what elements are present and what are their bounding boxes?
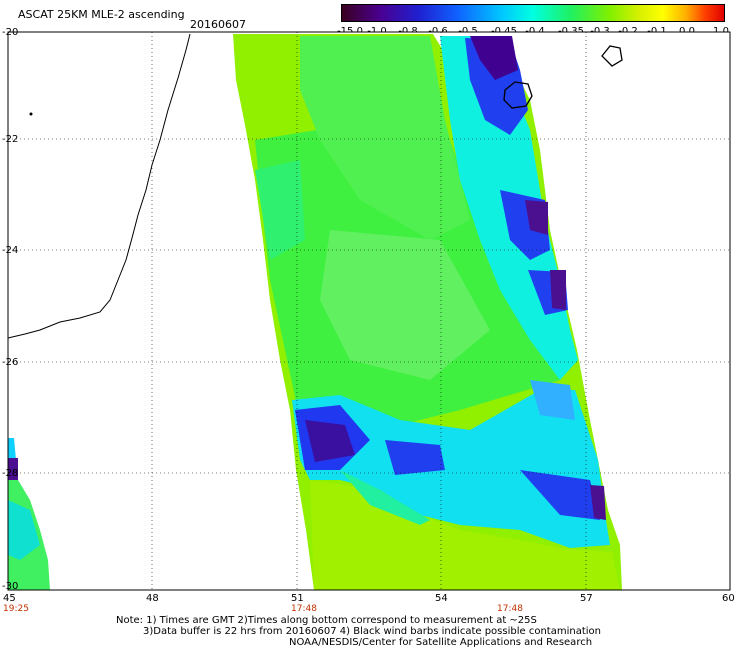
swath-main	[233, 34, 622, 590]
pass-time: 17:48	[291, 604, 317, 614]
footnote-line: NOAA/NESDIS/Center for Satellite Applica…	[289, 637, 593, 648]
x-tick-label: 57	[580, 593, 593, 604]
pass-time: 17:48	[497, 604, 523, 614]
footnote-line: 3)Data buffer is 22 hrs from 20160607 4)…	[143, 626, 601, 637]
y-tick-label: -20	[2, 27, 18, 38]
footnote-line: Note: 1) Times are GMT 2)Times along bot…	[116, 615, 537, 626]
x-tick-label: 51	[291, 593, 304, 604]
x-tick-label: 48	[146, 593, 159, 604]
madagascar-coastline	[7, 33, 191, 339]
x-tick-label: 60	[722, 593, 735, 604]
graticule	[8, 32, 730, 590]
plot-frame	[7, 31, 731, 591]
colorbar	[341, 4, 725, 22]
pass-time: 19:25	[3, 604, 29, 614]
y-tick-label: -30	[2, 581, 18, 592]
reunion-island	[503, 81, 533, 109]
map-title: ASCAT 25KM MLE-2 ascending	[18, 8, 185, 21]
x-tick-label: 45	[3, 593, 16, 604]
y-tick-label: -22	[2, 134, 18, 145]
map-date: 20160607	[190, 18, 246, 31]
swath-west	[8, 438, 50, 590]
y-tick-label: -26	[2, 357, 18, 368]
mauritius-island	[601, 45, 623, 67]
x-tick-label: 54	[435, 593, 448, 604]
y-tick-label: -28	[2, 468, 18, 479]
y-tick-label: -24	[2, 245, 18, 256]
small-island	[29, 112, 33, 116]
